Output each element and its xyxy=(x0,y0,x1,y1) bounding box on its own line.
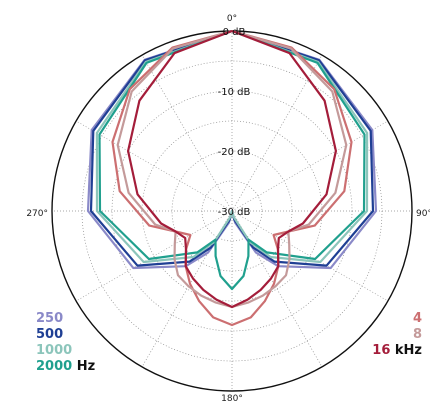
legend-item-250: 250 xyxy=(36,311,64,326)
grid-spoke xyxy=(231,120,389,212)
legend-item-4: 4 xyxy=(412,311,422,326)
series-line-16 xyxy=(127,29,337,309)
ring-label: 0 dB xyxy=(223,27,246,38)
legend-item-16-row: 16 kHz xyxy=(372,343,422,359)
series-line-2000 xyxy=(98,29,366,291)
grid-spoke xyxy=(75,210,233,302)
series-line-4 xyxy=(111,29,353,327)
ring-label: -20 dB xyxy=(218,147,251,158)
grid-spoke xyxy=(231,210,389,302)
legend-item-2000: 2000 xyxy=(36,359,73,374)
grid-spoke xyxy=(231,54,323,212)
legend-unit-khz: kHz xyxy=(394,343,422,358)
ring-label: -10 dB xyxy=(218,87,251,98)
series-line-1000 xyxy=(95,29,369,264)
legend-item-500: 500 xyxy=(36,327,64,342)
ring-label: -30 dB xyxy=(218,207,251,218)
axis-labels: 0° 90° 180° 270° xyxy=(26,14,430,404)
legend-item-2000-row: 2000 Hz xyxy=(36,359,95,375)
legend-item-16: 16 xyxy=(372,343,391,358)
angle-label-90: 90° xyxy=(416,209,430,219)
angle-label-180: 180° xyxy=(221,394,243,404)
angle-label-270: 270° xyxy=(26,209,48,219)
legend-unit-hz: Hz xyxy=(76,359,96,374)
legend-right: 4 8 16 kHz xyxy=(372,311,422,359)
legend-left: 250 500 1000 2000 Hz xyxy=(36,311,95,375)
grid-spoke xyxy=(141,54,233,212)
series-layer xyxy=(86,29,378,327)
ring-labels: 0 dB -10 dB -20 dB -30 dB xyxy=(218,27,251,218)
angle-label-0: 0° xyxy=(227,14,237,24)
legend-item-1000: 1000 xyxy=(36,343,73,358)
grid-spoke xyxy=(75,120,233,212)
legend-item-8: 8 xyxy=(412,327,422,342)
